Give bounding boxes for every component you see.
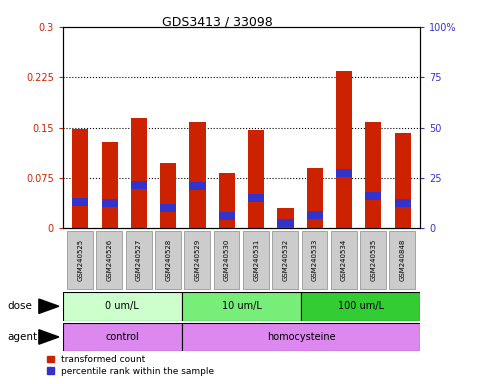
Bar [365,122,382,228]
Bar [101,199,118,207]
Text: control: control [105,332,139,342]
FancyBboxPatch shape [389,231,415,289]
Text: GSM240529: GSM240529 [195,239,200,281]
FancyBboxPatch shape [126,231,152,289]
FancyBboxPatch shape [63,323,182,351]
FancyBboxPatch shape [360,231,386,289]
FancyBboxPatch shape [272,231,298,289]
Text: 0 um/L: 0 um/L [105,301,139,311]
FancyBboxPatch shape [67,231,93,289]
Text: GSM240532: GSM240532 [283,239,288,281]
FancyBboxPatch shape [185,231,210,289]
Bar [336,169,352,177]
Bar [336,71,352,228]
Bar [277,219,294,227]
Text: GSM240534: GSM240534 [341,239,347,281]
Text: GSM240528: GSM240528 [165,239,171,281]
Bar [72,129,88,228]
FancyBboxPatch shape [331,231,356,289]
Text: homocysteine: homocysteine [267,332,335,342]
Bar [248,130,264,228]
FancyBboxPatch shape [301,231,327,289]
Text: GSM240530: GSM240530 [224,239,230,281]
FancyBboxPatch shape [243,231,269,289]
FancyBboxPatch shape [182,323,420,351]
Bar [248,194,264,202]
Bar [307,168,323,228]
Bar [101,142,118,228]
Polygon shape [39,299,59,313]
Bar [395,199,411,207]
Text: 10 um/L: 10 um/L [222,301,261,311]
Bar [160,204,176,212]
Legend: transformed count, percentile rank within the sample: transformed count, percentile rank withi… [43,352,218,379]
Bar [72,197,88,206]
Text: GSM240526: GSM240526 [107,239,113,281]
Text: GDS3413 / 33098: GDS3413 / 33098 [162,15,273,28]
Bar [277,208,294,228]
Bar [160,163,176,228]
FancyBboxPatch shape [301,292,420,321]
Bar [131,118,147,228]
Bar [365,192,382,200]
FancyBboxPatch shape [63,292,182,321]
Bar [189,122,206,228]
FancyBboxPatch shape [155,231,181,289]
Text: 100 um/L: 100 um/L [338,301,384,311]
Text: GSM240533: GSM240533 [312,239,318,281]
Bar [395,133,411,228]
FancyBboxPatch shape [97,231,122,289]
Text: dose: dose [7,301,32,311]
Polygon shape [39,330,59,344]
Bar [189,182,206,190]
Bar [219,174,235,228]
Text: GSM240525: GSM240525 [77,239,84,281]
Bar [307,211,323,219]
Text: GSM240527: GSM240527 [136,239,142,281]
Text: GSM240535: GSM240535 [370,239,376,281]
Bar [131,181,147,189]
Text: GSM240531: GSM240531 [253,239,259,281]
FancyBboxPatch shape [213,231,240,289]
Bar [219,212,235,220]
Text: GSM240848: GSM240848 [399,239,406,281]
FancyBboxPatch shape [182,292,301,321]
Text: agent: agent [7,332,37,342]
